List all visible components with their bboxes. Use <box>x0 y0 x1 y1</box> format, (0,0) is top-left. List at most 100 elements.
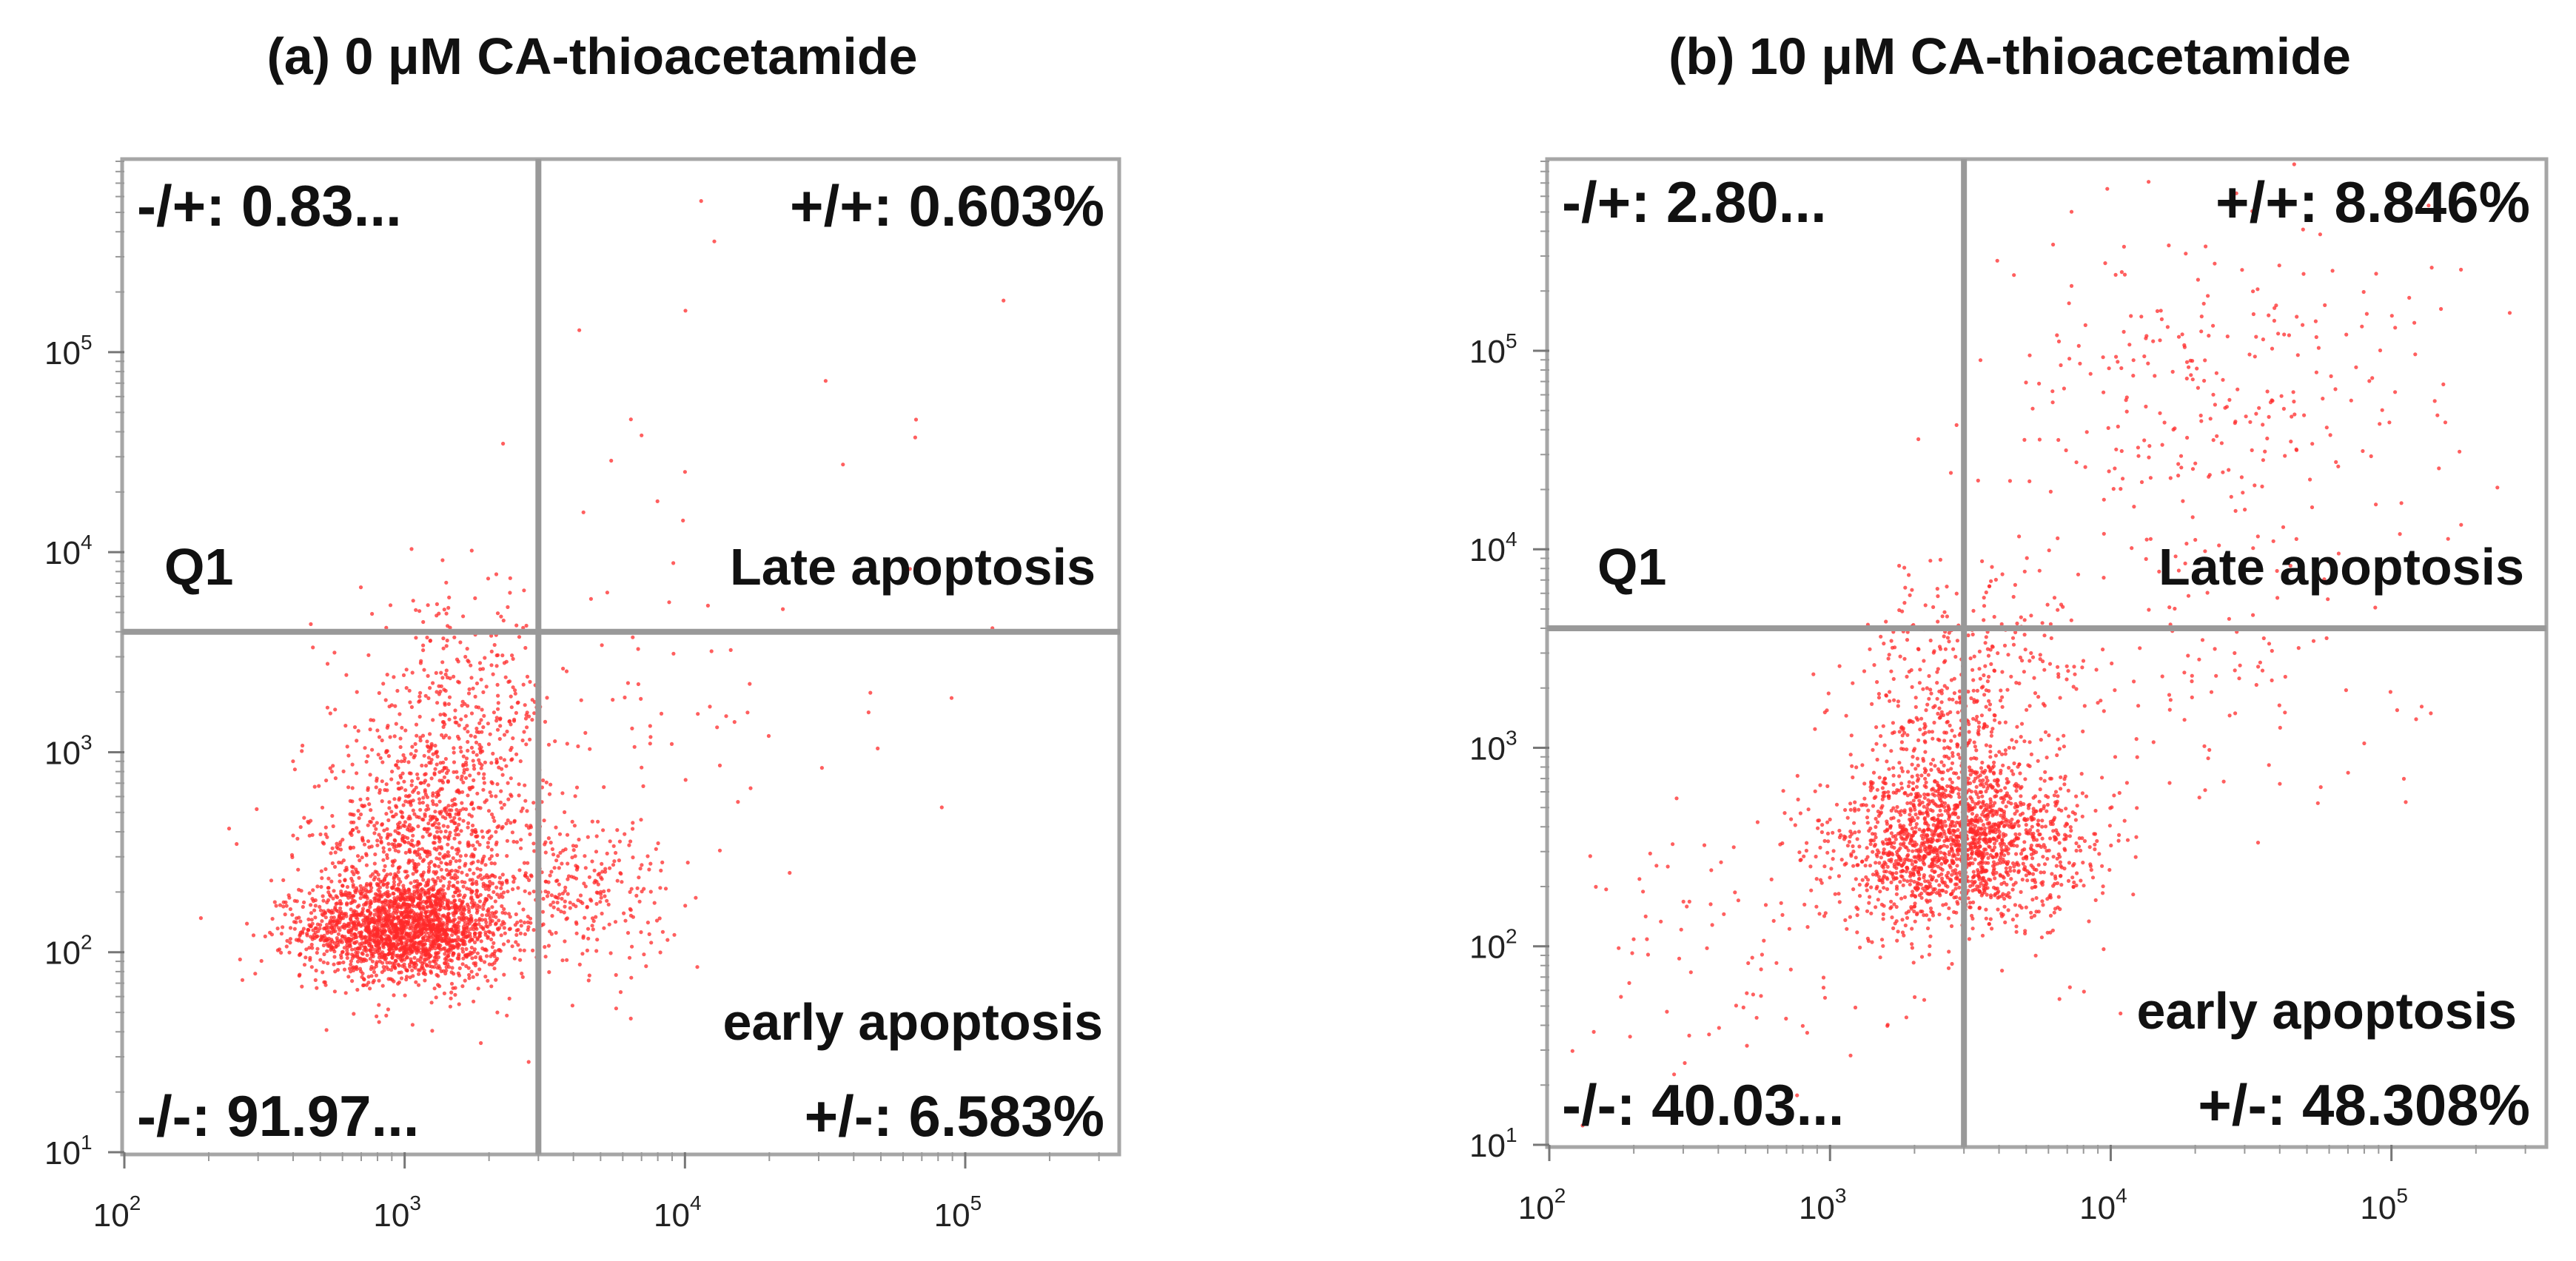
scatter-point <box>411 872 415 876</box>
scatter-point <box>394 930 398 935</box>
scatter-point <box>2002 875 2006 880</box>
scatter-point <box>447 717 452 722</box>
scatter-point <box>2017 762 2022 767</box>
scatter-point <box>1950 961 1954 966</box>
scatter-point <box>499 933 503 938</box>
scatter-point <box>506 939 511 944</box>
scatter-point <box>473 596 477 601</box>
scatter-point <box>632 744 637 749</box>
scatter-point <box>361 913 366 918</box>
scatter-point <box>1891 816 1896 820</box>
scatter-point <box>2112 793 2116 798</box>
scatter-point <box>648 861 653 866</box>
scatter-point <box>477 967 482 972</box>
scatter-point <box>387 904 392 909</box>
scatter-point <box>414 608 418 612</box>
scatter-point <box>585 904 589 909</box>
scatter-point <box>1769 877 1774 881</box>
scatter-point <box>819 766 824 770</box>
scatter-point <box>1970 879 1974 884</box>
scatter-point <box>416 776 420 781</box>
scatter-point <box>614 972 618 978</box>
scatter-point <box>355 826 359 830</box>
scatter-point <box>1933 793 1937 798</box>
scatter-point <box>355 953 360 958</box>
scatter-point <box>519 838 523 842</box>
scatter-point <box>2041 880 2045 884</box>
scatter-point <box>351 968 356 972</box>
scatter-point <box>1906 909 1911 914</box>
scatter-point <box>361 889 366 893</box>
scatter-point <box>781 607 785 611</box>
scatter-point <box>562 910 566 915</box>
scatter-point <box>407 814 412 818</box>
scatter-point <box>472 871 476 875</box>
scatter-point <box>441 921 446 925</box>
scatter-point <box>314 968 318 973</box>
scatter-point <box>447 833 452 838</box>
scatter-point <box>2024 873 2028 878</box>
scatter-point <box>511 887 515 892</box>
scatter-point <box>1924 785 1928 790</box>
scatter-point <box>1982 814 1987 818</box>
scatter-point <box>381 945 386 949</box>
scatter-point <box>380 900 384 904</box>
scatter-point <box>322 927 326 931</box>
scatter-point <box>474 740 479 745</box>
scatter-point <box>350 762 355 767</box>
scatter-point <box>1819 830 1824 835</box>
scatter-point <box>486 845 490 850</box>
scatter-point <box>446 624 450 628</box>
scatter-point <box>1949 924 1954 929</box>
scatter-point <box>1985 892 1989 897</box>
scatter-point <box>399 941 404 946</box>
scatter-point <box>404 968 409 972</box>
scatter-point <box>325 662 330 666</box>
scatter-point <box>477 758 481 762</box>
scatter-point <box>338 879 342 884</box>
scatter-point <box>583 915 587 920</box>
scatter-point <box>425 949 429 953</box>
scatter-point <box>502 758 507 762</box>
scatter-point <box>1987 821 1991 826</box>
scatter-point <box>401 803 406 807</box>
scatter-point <box>450 966 455 970</box>
scatter-point <box>495 825 500 830</box>
scatter-point <box>227 827 232 831</box>
scatter-point <box>441 636 446 641</box>
scatter-point <box>841 463 845 467</box>
scatter-point <box>403 756 407 761</box>
scatter-point <box>453 802 458 807</box>
scatter-point <box>436 923 440 927</box>
scatter-point <box>724 714 728 719</box>
scatter-point <box>393 704 398 708</box>
scatter-point <box>373 852 378 857</box>
scatter-point <box>543 850 548 855</box>
scatter-point <box>430 925 435 929</box>
scatter-point <box>2090 875 2096 880</box>
scatter-point <box>2052 910 2056 915</box>
scatter-point <box>309 942 314 947</box>
scatter-point <box>527 714 531 719</box>
scatter-point <box>420 887 424 891</box>
scatter-point <box>420 964 424 968</box>
scatter-point <box>385 885 389 890</box>
scatter-point <box>466 907 472 912</box>
scatter-point <box>513 688 517 693</box>
scatter-point <box>492 818 497 823</box>
scatter-point <box>520 806 525 810</box>
scatter-point <box>609 458 614 463</box>
scatter-point <box>452 945 456 950</box>
scatter-point <box>433 911 437 915</box>
scatter-point <box>372 916 376 921</box>
scatter-point <box>319 937 323 941</box>
scatter-point <box>502 802 506 807</box>
scatter-point <box>388 961 392 965</box>
scatter-point <box>419 910 423 915</box>
scatter-point <box>1888 838 1892 842</box>
scatter-point <box>425 827 429 831</box>
scatter-point <box>325 931 329 935</box>
scatter-point <box>416 889 420 893</box>
scatter-point <box>391 961 395 966</box>
scatter-point <box>392 838 397 842</box>
